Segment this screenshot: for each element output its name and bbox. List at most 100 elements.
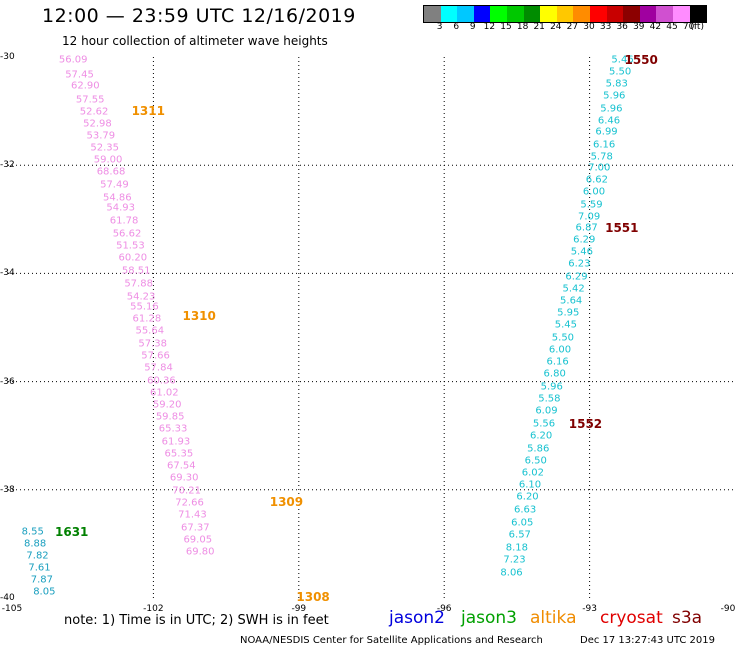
jason3-wave-height: 5.42	[562, 283, 585, 295]
jason3-wave-height: 5.50	[608, 66, 632, 78]
lon-tick-label: -99	[291, 604, 307, 614]
jason3-wave-height: 6.29	[565, 271, 588, 283]
jason3-wave-height: 6.23	[568, 258, 591, 270]
jason3-wave-height: 6.20	[516, 491, 539, 503]
cryosat-wave-height: 54.93	[106, 202, 136, 214]
jason3-wave-height: 6.50	[524, 455, 547, 467]
cryosat-wave-height: 57.88	[124, 278, 153, 290]
jason3-wave-height: 6.20	[529, 430, 553, 442]
legend-label: 27	[566, 22, 579, 32]
jason3-wave-height: 6.09	[535, 405, 558, 417]
legend-label: 33	[599, 22, 612, 32]
satellite-jason3-label: jason3	[461, 608, 517, 628]
jason3-wave-height: 6.16	[592, 139, 616, 151]
cryosat-wave-height: 61.28	[132, 313, 162, 325]
cryosat-wave-height: 57.38	[138, 338, 168, 350]
legend-label: 45	[666, 22, 678, 32]
altika-wave-height: 7.61	[28, 562, 51, 574]
legend-label: 6	[453, 22, 460, 32]
jason3-wave-height: 6.00	[548, 344, 572, 356]
cryosat-wave-height: 56.09	[58, 54, 88, 66]
legend-label: 9	[469, 22, 476, 32]
jason3-wave-height: 5.86	[527, 443, 550, 455]
satellite-s3a-label: s3a	[672, 608, 703, 628]
legend-swatch	[457, 6, 474, 22]
jason3-wave-height: 6.63	[513, 504, 537, 516]
cryosat-wave-height: 69.30	[169, 472, 199, 484]
lat-tick-label: -32	[0, 160, 15, 171]
jason3-wave-height: 5.45	[554, 319, 577, 331]
cryosat-wave-height: 57.45	[65, 69, 94, 81]
map-subtitle: 12 hour collection of altimeter wave hei…	[62, 34, 328, 48]
lon-tick-label: -96	[436, 604, 452, 614]
jason3-wave-height: 7.00	[588, 162, 611, 174]
jason3-wave-height: 5.58	[538, 393, 561, 405]
jason3-wave-height: 5.83	[605, 78, 628, 90]
cryosat-wave-height: 60.36	[147, 375, 176, 387]
cryosat-wave-height: 68.68	[96, 166, 126, 178]
jason3-wave-height: 6.62	[585, 174, 608, 186]
cryosat-wave-height: 65.33	[158, 423, 188, 435]
cryosat-wave-height: 59.20	[152, 399, 182, 411]
legend-label: 15	[500, 22, 512, 32]
cryosat-pass-label: 1309	[269, 495, 304, 510]
legend-swatch	[573, 6, 590, 22]
cryosat-wave-height: 52.35	[90, 142, 120, 154]
jason3-wave-height: 5.46	[611, 54, 634, 66]
jason3-wave-height: 6.87	[575, 222, 598, 234]
legend-swatch	[589, 6, 607, 22]
jason3-wave-height: 6.46	[597, 115, 621, 127]
legend-label: 12	[483, 22, 496, 32]
legend-label: 36	[616, 22, 628, 32]
cryosat-wave-height: 55.16	[130, 301, 159, 313]
cryosat-wave-height: 53.79	[86, 130, 116, 142]
cryosat-wave-height: 62.90	[71, 80, 100, 92]
jason3-wave-height: 5.50	[551, 332, 575, 344]
lat-tick-label: -36	[0, 376, 15, 387]
cryosat-wave-height: 70.21	[172, 485, 201, 497]
legend-label: 21	[533, 22, 545, 32]
footer-note: note: 1) Time is in UTC; 2) SWH is in fe…	[64, 613, 329, 628]
cryosat-wave-height: 57.55	[75, 94, 105, 106]
lon-tick-label: -93	[582, 604, 597, 614]
legend-swatch	[656, 6, 673, 22]
legend-swatch	[623, 6, 640, 22]
legend-swatch	[523, 6, 541, 22]
lon-tick-label: -90	[720, 604, 736, 614]
jason3-wave-height: 5.96	[600, 103, 623, 115]
altika-pass-label: 1631	[55, 524, 89, 539]
cryosat-wave-height: 57.84	[144, 362, 173, 374]
legend-label: 3	[436, 22, 443, 32]
cryosat-pass-label: 1310	[182, 308, 216, 323]
cryosat-wave-height: 69.80	[185, 546, 215, 558]
satellite-cryosat-label: cryosat	[600, 608, 663, 628]
lon-tick-label: -102	[143, 604, 164, 614]
cryosat-wave-height: 67.37	[181, 522, 210, 534]
lat-tick-label: -40	[0, 593, 15, 603]
lon-tick-label: -105	[1, 604, 23, 614]
footer-timestamp: Dec 17 13:27:43 UTC 2019	[580, 635, 715, 646]
legend-swatch	[556, 6, 574, 22]
cryosat-wave-height: 57.66	[141, 350, 170, 362]
cryosat-wave-height: 58.51	[121, 265, 151, 277]
jason3-wave-height: 5.59	[580, 199, 603, 211]
lat-tick-label: -30	[0, 52, 15, 62]
legend-label: 30	[583, 22, 595, 32]
jason3-wave-height: 5.56	[532, 418, 556, 430]
cryosat-wave-height: 55.64	[135, 325, 165, 337]
jason3-pass-label: 1551	[605, 221, 639, 236]
legend-swatch	[672, 6, 690, 22]
legend-labels: 3 6 9 12 15 18 21 24 27 30 33 36 39 42 45 70 (ft)	[423, 22, 740, 34]
cryosat-wave-height: 69.05	[183, 534, 213, 546]
cryosat-wave-height: 67.54	[166, 460, 196, 472]
cryosat-wave-height: 59.00	[93, 154, 123, 166]
jason3-wave-height: 5.96	[540, 381, 563, 393]
jason3-wave-height: 6.80	[543, 368, 566, 380]
cryosat-wave-height: 51.53	[116, 240, 145, 252]
cryosat-wave-height: 60.20	[118, 252, 148, 264]
jason3-wave-height: 6.57	[508, 529, 531, 541]
cryosat-wave-height: 57.49	[100, 179, 129, 191]
jason3-wave-height: 6.10	[518, 479, 542, 491]
jason3-wave-height: 6.02	[521, 467, 544, 479]
